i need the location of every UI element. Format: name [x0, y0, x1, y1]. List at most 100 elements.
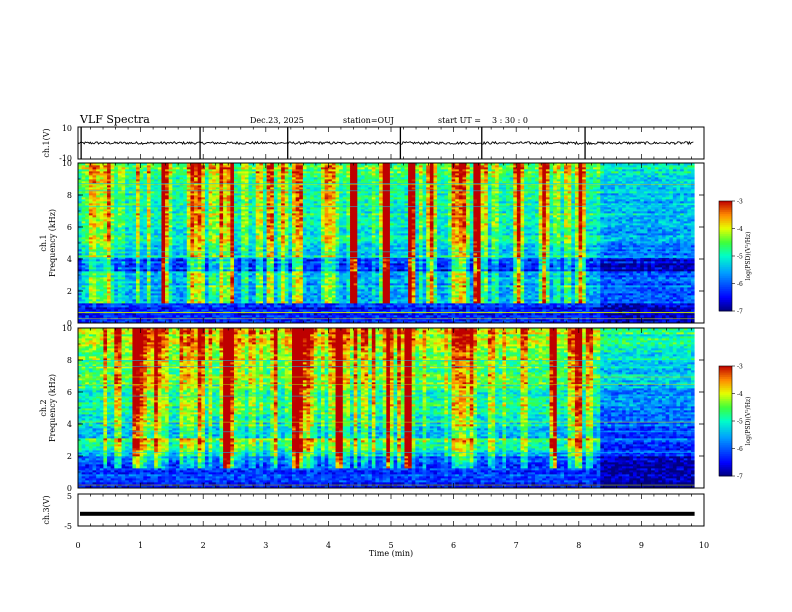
- spectrogram-cell: [684, 305, 688, 307]
- spectrogram-cell: [245, 309, 249, 311]
- spectrogram-cell: [542, 319, 546, 321]
- spectrogram-cell: [82, 307, 86, 309]
- spectrogram-cell: [252, 319, 256, 321]
- spectrogram-cell: [107, 303, 111, 305]
- spectrogram-cell: [100, 315, 104, 317]
- spectrogram-cell: [321, 313, 325, 315]
- spectrogram-cell: [372, 307, 376, 309]
- spectrogram-cell: [448, 305, 452, 307]
- spectrogram-cell: [267, 307, 271, 309]
- spectrogram-cell: [114, 303, 118, 305]
- spectrogram-cell: [259, 313, 263, 315]
- spectrogram-cell: [419, 307, 423, 309]
- spectrogram-cell: [608, 313, 612, 315]
- spectrogram-cell: [426, 319, 430, 321]
- spectrogram-cell: [647, 309, 651, 311]
- spectrogram-cell: [600, 309, 604, 311]
- spectrogram-cell: [633, 315, 637, 317]
- spectrogram-cell: [412, 307, 416, 309]
- date-label: Dec.23, 2025: [250, 116, 304, 125]
- spectrogram-cell: [317, 305, 321, 307]
- spectrogram-cell: [365, 303, 369, 305]
- spectrogram-cell: [517, 303, 521, 305]
- spectrogram-cell: [553, 303, 557, 305]
- spectrogram-cell: [288, 309, 292, 311]
- spectrogram-cell: [114, 305, 118, 307]
- spectrogram-cell: [513, 309, 517, 311]
- spectrogram-cell: [477, 305, 481, 307]
- spectrogram-cell: [477, 303, 481, 305]
- spectrogram-cell: [187, 305, 191, 307]
- spectrogram-cell: [379, 315, 383, 317]
- spectrogram-cell: [415, 307, 419, 309]
- spectrogram-cell: [419, 305, 423, 307]
- spectrogram-cell: [256, 303, 260, 305]
- spectrogram-cell: [132, 303, 136, 305]
- spectrogram-cell: [676, 313, 680, 315]
- spectrogram-cell: [122, 313, 126, 315]
- spectrogram-cell: [611, 315, 615, 317]
- spectrogram-cell: [423, 309, 427, 311]
- spectrogram-cell: [151, 309, 155, 311]
- spectrogram-cell: [510, 319, 514, 321]
- spectrogram-cell: [593, 315, 597, 317]
- spectrogram-cell: [455, 307, 459, 309]
- spectrogram-cell: [248, 315, 252, 317]
- spectrogram-cell: [82, 313, 86, 315]
- spectrogram-cell: [198, 315, 202, 317]
- spectrogram-cell: [444, 307, 448, 309]
- spectrogram-cell: [379, 307, 383, 309]
- spectrogram-cell: [470, 305, 474, 307]
- spectrogram-cell: [528, 309, 532, 311]
- spectrogram-cell: [346, 319, 350, 321]
- spectrogram-cell: [230, 315, 234, 317]
- spectrogram-cell: [426, 309, 430, 311]
- spectrogram-cell: [93, 303, 97, 305]
- spectrogram-cell: [107, 313, 111, 315]
- spectrogram-cell: [299, 307, 303, 309]
- spectrogram-cell: [484, 307, 488, 309]
- ch1-ytick-top: 10: [62, 124, 72, 133]
- spectrogram-cell: [317, 303, 321, 305]
- spectrogram-cell: [140, 315, 144, 317]
- spectrogram-cell: [205, 313, 209, 315]
- spectrogram-cell: [375, 307, 379, 309]
- spectrogram-cell: [662, 305, 666, 307]
- spectrogram-cell: [647, 315, 651, 317]
- spectrogram-cell: [666, 307, 670, 309]
- spectrogram-cell: [455, 303, 459, 305]
- spectrogram-cell: [575, 315, 579, 317]
- spectrogram-cell: [546, 307, 550, 309]
- spectrogram-cell: [307, 303, 311, 305]
- spectrogram-cell: [238, 305, 242, 307]
- spectrogram-cell: [433, 303, 437, 305]
- spectrogram-cell: [292, 313, 296, 315]
- spectrogram-cell: [82, 305, 86, 307]
- spectrogram-cell: [513, 313, 517, 315]
- spectrogram-cell: [303, 307, 307, 309]
- spectrogram-cell: [531, 315, 535, 317]
- spectrogram-cell: [481, 307, 485, 309]
- spectrogram-cell: [568, 313, 572, 315]
- spectrogram-cell: [687, 315, 691, 317]
- spectrogram-cell: [615, 319, 619, 321]
- spectrogram-cell: [673, 309, 677, 311]
- spectrogram-cell: [285, 309, 289, 311]
- spectrogram-cell: [93, 315, 97, 317]
- spectrogram-cell: [285, 315, 289, 317]
- spectrogram-cell: [550, 319, 554, 321]
- spectrogram-cell: [488, 303, 492, 305]
- spectrogram-cell: [564, 307, 568, 309]
- spectrogram-cell: [296, 313, 300, 315]
- spectrogram-cell: [223, 303, 227, 305]
- spectrogram-cell: [299, 303, 303, 305]
- spectrogram-cell: [684, 315, 688, 317]
- spectrogram-cell: [575, 303, 579, 305]
- spectrogram-cell: [597, 319, 601, 321]
- spectrogram-cell: [419, 313, 423, 315]
- spectrogram-cell: [241, 319, 245, 321]
- spectrogram-cell: [539, 305, 543, 307]
- spectrogram-cell: [234, 313, 238, 315]
- spectrogram-cell: [579, 305, 583, 307]
- spectrogram-cell: [234, 307, 238, 309]
